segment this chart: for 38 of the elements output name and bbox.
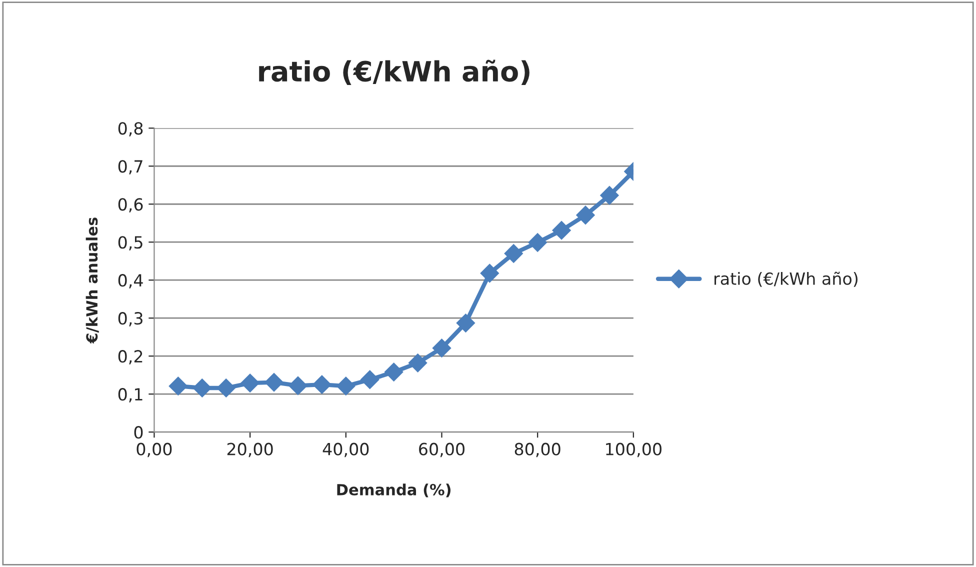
y-tick-label: 0,3 <box>118 312 142 326</box>
y-tick-label: 0,2 <box>118 350 142 364</box>
x-tick-label: 40,00 <box>322 442 369 458</box>
point <box>312 375 332 394</box>
point <box>504 244 523 263</box>
y-axis-title: €/kWh anuales <box>86 218 99 344</box>
point <box>408 354 428 372</box>
point <box>240 374 260 392</box>
point <box>384 362 404 382</box>
y-tick-label: 0,6 <box>118 198 143 212</box>
point <box>456 314 476 332</box>
point <box>552 220 571 240</box>
y-tick-label: 0,7 <box>118 160 142 174</box>
chart-title: ratio (€/kWh año) <box>259 60 530 86</box>
point <box>480 264 500 283</box>
point <box>432 338 452 358</box>
point <box>216 378 236 398</box>
point <box>360 370 380 389</box>
point <box>600 186 619 205</box>
y-tick-label: 0,1 <box>118 388 142 402</box>
y-tick-label: 0,8 <box>118 122 143 136</box>
y-tick-label: 0,4 <box>118 274 143 288</box>
point <box>288 376 308 396</box>
y-tick-label: 0 <box>134 426 143 439</box>
x-tick-label: 100,00 <box>606 442 662 458</box>
x-tick-label: 80,00 <box>514 442 560 458</box>
x-tick-label: 60,00 <box>419 442 464 458</box>
legend-label: ratio (€/kWh año) <box>714 272 858 287</box>
x-axis-title: Demanda (%) <box>337 484 450 498</box>
point <box>576 206 595 224</box>
x-tick-label: 0,00 <box>136 442 172 458</box>
point <box>528 233 547 252</box>
y-tick-label: 0,5 <box>118 236 142 250</box>
point <box>192 378 212 398</box>
x-tick-label: 20,00 <box>227 442 273 458</box>
point <box>264 372 284 392</box>
point <box>336 376 356 396</box>
point <box>168 376 188 396</box>
